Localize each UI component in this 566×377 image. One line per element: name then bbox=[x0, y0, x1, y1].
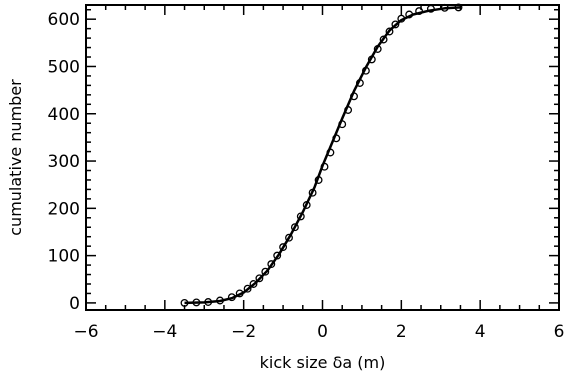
data-point bbox=[320, 162, 329, 171]
data-point bbox=[227, 293, 236, 302]
data-point bbox=[326, 148, 335, 157]
data-point bbox=[373, 45, 382, 53]
y-tick-label: 200 bbox=[48, 199, 80, 219]
y-axis-label: cumulative number bbox=[6, 79, 25, 236]
data-point bbox=[290, 223, 299, 232]
x-tick-label: −2 bbox=[231, 322, 256, 342]
x-tick-label: 6 bbox=[554, 322, 565, 342]
data-point bbox=[338, 120, 347, 129]
y-tick-label: 400 bbox=[48, 105, 80, 125]
x-tick-label: 4 bbox=[475, 322, 486, 342]
x-tick-label: 0 bbox=[317, 322, 328, 342]
x-axis-label: kick size δa (m) bbox=[260, 353, 386, 372]
data-point bbox=[243, 284, 252, 293]
data-point bbox=[379, 35, 388, 44]
data-point bbox=[426, 4, 435, 13]
data-point bbox=[279, 243, 288, 252]
data-point bbox=[255, 274, 264, 283]
data-point bbox=[216, 296, 224, 305]
data-point bbox=[308, 188, 317, 197]
data-point bbox=[204, 298, 213, 306]
x-tick-label: 2 bbox=[396, 322, 407, 342]
y-tick-label: 300 bbox=[48, 152, 80, 172]
y-tick-label: 100 bbox=[48, 247, 80, 267]
data-point bbox=[405, 10, 414, 19]
data-point bbox=[267, 260, 276, 269]
data-point bbox=[296, 212, 305, 221]
y-tick-label: 0 bbox=[69, 294, 80, 314]
data-point bbox=[261, 267, 270, 276]
plot-frame bbox=[85, 4, 560, 311]
data-point bbox=[355, 79, 364, 87]
data-point bbox=[385, 27, 394, 36]
x-tick-label: −4 bbox=[152, 322, 177, 342]
data-point bbox=[273, 251, 282, 260]
data-point bbox=[302, 201, 311, 209]
data-point bbox=[415, 7, 424, 16]
data-point bbox=[180, 298, 189, 307]
data-point bbox=[192, 298, 201, 307]
series-layer bbox=[180, 3, 463, 307]
data-point bbox=[361, 66, 370, 75]
data-point bbox=[249, 280, 258, 288]
data-point bbox=[332, 134, 341, 143]
y-tick-label: 500 bbox=[48, 57, 80, 77]
data-point bbox=[367, 55, 376, 64]
series-line bbox=[184, 6, 461, 305]
tick-labels: −6 −4 −2 0 2 4 6 0 100 200 300 400 500 600 bbox=[48, 10, 565, 342]
data-point bbox=[344, 106, 353, 114]
data-point bbox=[285, 233, 293, 242]
data-point bbox=[235, 289, 244, 298]
data-point bbox=[397, 14, 406, 23]
data-point bbox=[440, 3, 449, 12]
data-point bbox=[454, 3, 463, 12]
x-tick-label: −6 bbox=[73, 322, 98, 342]
data-point bbox=[350, 92, 358, 101]
plot-frame-group bbox=[85, 4, 560, 311]
axis-ticks bbox=[85, 5, 560, 310]
data-point bbox=[314, 176, 323, 184]
data-point bbox=[391, 20, 400, 29]
y-tick-label: 600 bbox=[48, 10, 80, 30]
